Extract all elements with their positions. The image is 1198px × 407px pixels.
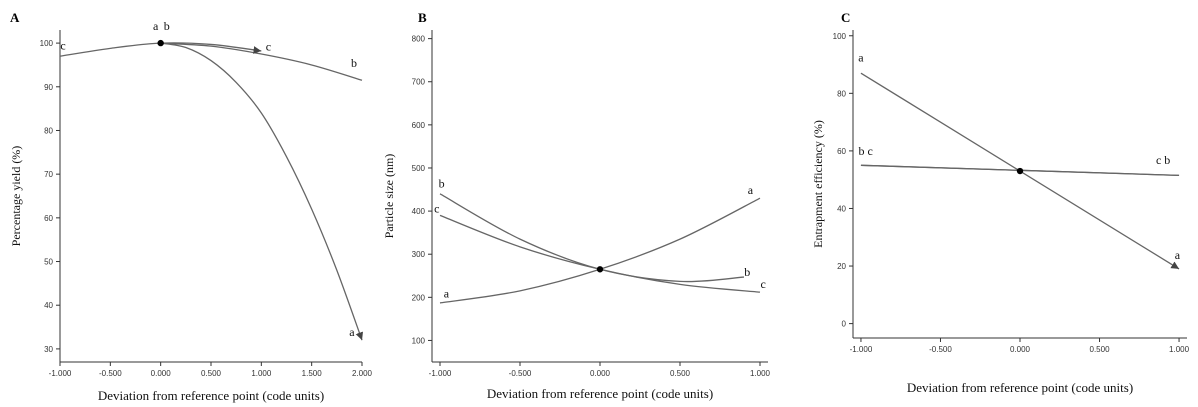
curve-label: a <box>349 325 355 339</box>
curve-label: b <box>439 176 445 190</box>
y-tick-label: 40 <box>44 301 53 310</box>
y-tick-label: 30 <box>44 345 53 354</box>
x-tick-label: 1.000 <box>1169 345 1190 354</box>
panel-label: A <box>10 10 20 25</box>
y-tick-label: 60 <box>837 147 846 156</box>
y-tick-label: 300 <box>412 250 426 259</box>
x-tick-label: -0.500 <box>929 345 952 354</box>
x-axis-title: Deviation from reference point (code uni… <box>98 388 324 403</box>
y-tick-label: 200 <box>412 293 426 302</box>
curve-label: b <box>744 265 750 279</box>
x-tick-label: -1.000 <box>429 369 452 378</box>
curve-label: c <box>761 277 766 291</box>
chart-panel-b: -1.000 -0.500 0.000 0.500 1.000 100 200 300 400 5… <box>382 10 771 401</box>
x-tick-label: -1.000 <box>850 345 873 354</box>
series-line-b <box>439 193 745 283</box>
curve-label: a <box>1175 248 1181 262</box>
x-tick-label: 0.500 <box>1090 345 1111 354</box>
curve-label: c b <box>1156 153 1170 167</box>
x-axis-title: Deviation from reference point (code uni… <box>487 386 713 401</box>
reference-point-marker <box>1016 167 1024 175</box>
x-tick-label: 0.500 <box>201 369 222 378</box>
curve-label: c <box>60 39 65 53</box>
y-tick-label: 80 <box>44 126 53 135</box>
chart-panel-a: -1.000 -0.500 0.000 0.500 1.000 1.500 2.000 30 4… <box>9 10 373 403</box>
x-tick-label: 0.000 <box>1010 345 1031 354</box>
y-tick-label: 50 <box>44 258 53 267</box>
y-tick-label: 600 <box>412 121 426 130</box>
y-tick-label: 500 <box>412 164 426 173</box>
reference-point-marker <box>157 39 164 47</box>
x-tick-label: 1.500 <box>302 369 323 378</box>
curve-label: c <box>266 40 271 54</box>
x-tick-label: -0.500 <box>509 369 532 378</box>
curve-label: b <box>164 19 170 33</box>
y-tick-label: 20 <box>837 262 846 271</box>
y-tick-label: 800 <box>412 35 426 44</box>
curve-label: a <box>858 51 864 65</box>
curve-label: b <box>351 56 357 70</box>
y-tick-label: 100 <box>40 39 54 48</box>
reference-point-marker <box>596 266 604 273</box>
series-line-a <box>439 197 761 304</box>
series-line-a <box>160 42 364 341</box>
x-tick-label: 1.000 <box>251 369 272 378</box>
y-tick-label: 70 <box>44 170 53 179</box>
curve-label: a <box>444 286 450 300</box>
curve-label: c <box>434 201 439 215</box>
y-tick-label: 80 <box>837 89 846 98</box>
curve-label: b c <box>859 144 873 158</box>
x-tick-label: -1.000 <box>49 369 72 378</box>
x-tick-label: 1.000 <box>750 369 771 378</box>
y-tick-label: 100 <box>833 32 847 41</box>
y-axis-title: Percentage yield (%) <box>9 146 23 247</box>
y-axis-title: Particle size (nm) <box>382 154 396 239</box>
y-tick-label: 40 <box>837 204 846 213</box>
y-tick-label: 0 <box>842 320 847 329</box>
x-tick-label: 0.000 <box>590 369 611 378</box>
curve-label: a <box>748 183 754 197</box>
y-tick-label: 400 <box>412 207 426 216</box>
x-tick-label: 0.500 <box>670 369 691 378</box>
panel-label: B <box>418 10 427 25</box>
y-axis-title: Entrapment efficiency (%) <box>811 120 825 248</box>
x-tick-label: -0.500 <box>99 369 122 378</box>
y-tick-label: 100 <box>412 336 426 345</box>
panel-label: C <box>841 10 850 25</box>
series-line-b <box>160 42 363 81</box>
x-tick-label: 2.000 <box>352 369 373 378</box>
y-tick-label: 60 <box>44 214 53 223</box>
x-tick-label: 0.000 <box>151 369 172 378</box>
curve-label: a <box>153 19 159 33</box>
x-axis-title: Deviation from reference point (code uni… <box>907 380 1133 395</box>
y-tick-label: 90 <box>44 83 53 92</box>
y-tick-label: 700 <box>412 78 426 87</box>
chart-panel-c: -1.000 -0.500 0.000 0.500 1.000 0 20 40 60 80 100 C… <box>811 10 1190 395</box>
